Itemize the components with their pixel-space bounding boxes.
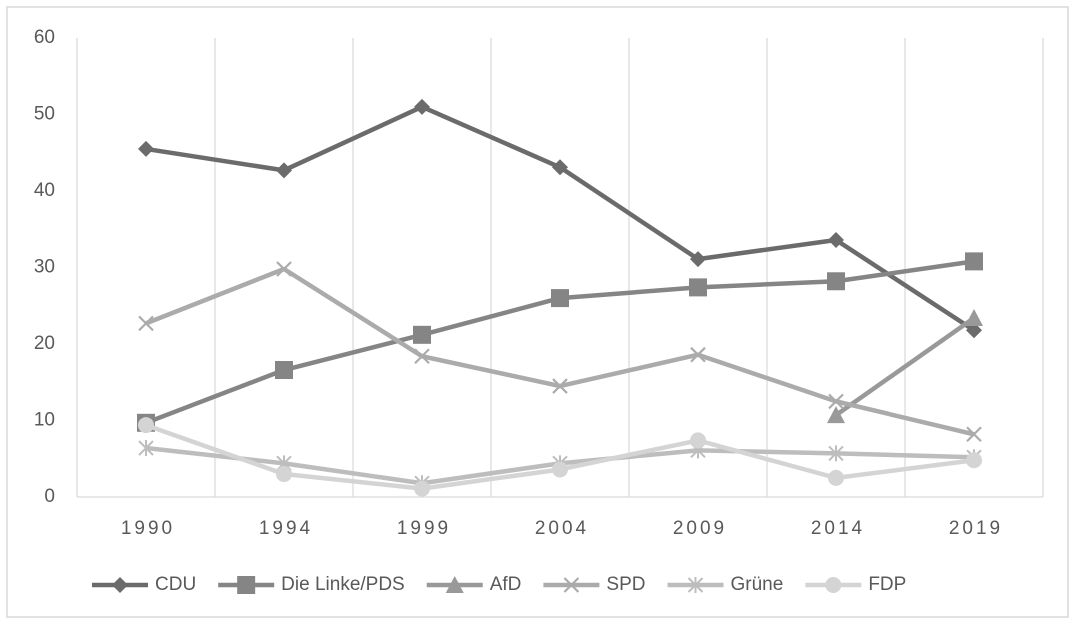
marker [827, 272, 845, 291]
series [138, 261, 982, 443]
marker [828, 393, 844, 410]
legend-label: Die Linke/PDS [281, 574, 405, 595]
chart-border [6, 6, 1069, 618]
y-tick-label: 20 [34, 333, 55, 354]
y-tick-label: 50 [34, 104, 55, 125]
marker [276, 261, 292, 277]
marker [966, 452, 982, 469]
x-tick-label: 1994 [259, 518, 313, 539]
series [827, 308, 983, 424]
x-tick-label: 1990 [121, 518, 175, 539]
marker [966, 322, 982, 339]
series-line [834, 316, 976, 417]
x-tick-label: 2004 [535, 518, 589, 539]
marker [276, 466, 292, 483]
legend-label: FDP [868, 574, 906, 595]
marker [828, 231, 844, 248]
x-tick-label: 2019 [949, 518, 1003, 539]
marker [138, 140, 154, 157]
marker [275, 361, 293, 380]
marker [138, 440, 154, 457]
marker [563, 577, 580, 593]
y-tick-label: 0 [44, 486, 55, 507]
x-tick-label: 2014 [811, 518, 865, 539]
marker [138, 315, 154, 332]
x-tick-label: 2009 [673, 518, 727, 539]
marker [414, 480, 430, 497]
marker [552, 461, 568, 478]
marker [965, 252, 983, 271]
marker [551, 289, 569, 308]
legend-label: Grüne [731, 574, 784, 595]
marker [827, 406, 845, 424]
marker [552, 159, 568, 176]
legend-label: AfD [490, 574, 522, 595]
marker [690, 251, 706, 268]
marker [413, 325, 431, 344]
marker [112, 577, 128, 593]
legend-item: AfD [426, 574, 522, 595]
marker [552, 378, 568, 394]
series [138, 98, 982, 339]
legend-label: CDU [155, 574, 196, 595]
series [138, 417, 982, 497]
legend-item: SPD [543, 574, 646, 595]
marker [237, 576, 256, 594]
marker [825, 577, 842, 593]
marker [414, 98, 430, 115]
marker [276, 162, 292, 179]
marker [966, 426, 982, 443]
marker [828, 469, 844, 486]
marker [445, 576, 464, 593]
y-tick-label: 60 [34, 27, 55, 48]
legend-label: SPD [606, 574, 645, 595]
y-tick-label: 30 [34, 257, 55, 278]
series [137, 252, 983, 432]
y-tick-label: 40 [34, 180, 55, 201]
legend-item: FDP [805, 574, 906, 595]
marker [828, 445, 844, 462]
marker [138, 417, 154, 434]
x-tick-label: 1999 [397, 518, 451, 539]
marker [690, 432, 706, 449]
y-tick-label: 10 [34, 410, 55, 431]
legend-item: CDU [92, 574, 196, 595]
marker [965, 308, 983, 326]
legend-item: Die Linke/PDS [218, 574, 405, 595]
legend-item: Grüne [667, 574, 784, 595]
marker [690, 346, 706, 363]
marker [689, 278, 707, 297]
marker [687, 577, 704, 593]
marker [414, 348, 430, 365]
